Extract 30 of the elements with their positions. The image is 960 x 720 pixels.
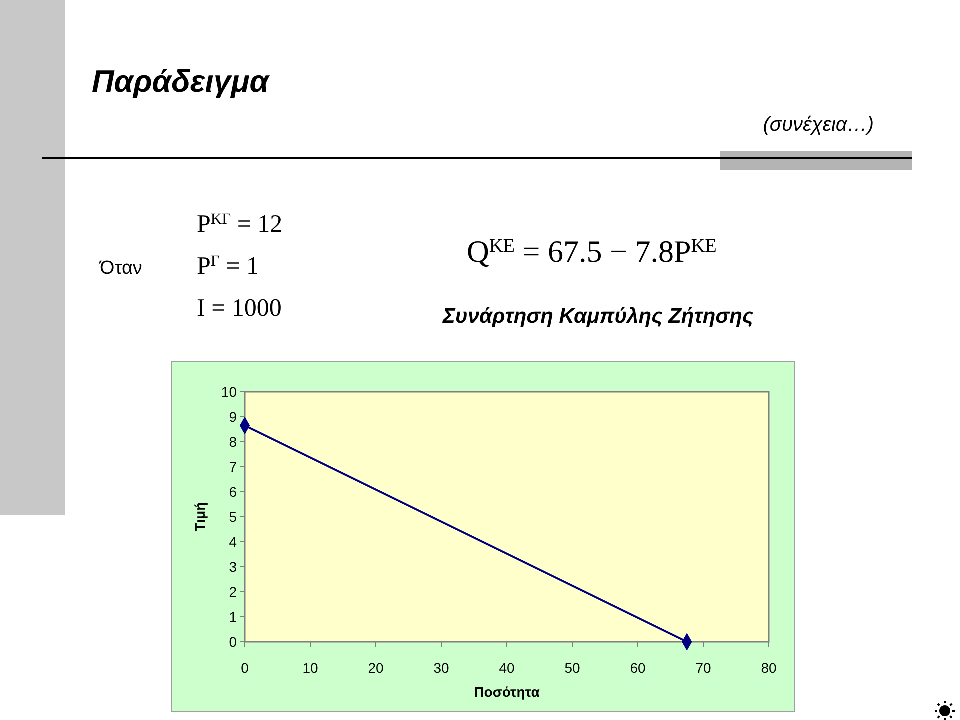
y-tick-label: 0 <box>229 634 238 650</box>
text: (συνέχεια…) <box>763 114 874 136</box>
text: P$^{ΚΓ}$ = 12 <box>197 210 283 238</box>
x-tick-label: 60 <box>630 660 646 676</box>
text: I = 1000 <box>197 295 282 322</box>
text: P$^{Γ}$ = 1 <box>197 252 259 280</box>
y-tick-label: 10 <box>221 384 238 400</box>
y-tick-label: 8 <box>229 434 238 450</box>
y-tick-label: 4 <box>229 534 238 550</box>
y-tick-label: 7 <box>229 458 238 475</box>
text: Q$^{ΚΕ}$ = 67.5 − 7.8P$^{ΚΕ}$ <box>467 234 717 269</box>
y-tick-label: 3 <box>229 558 238 575</box>
y-tick-label: 6 <box>229 484 238 500</box>
x-tick-label: 80 <box>761 660 777 676</box>
y-tick-label: 1 <box>229 608 238 625</box>
y-tick-label: 5 <box>229 508 238 525</box>
x-tick-label: 40 <box>499 660 515 676</box>
x-tick-label: 10 <box>302 660 318 676</box>
y-axis-title: Τιμή <box>192 502 208 532</box>
y-tick-label: 9 <box>229 408 238 425</box>
text: Συνάρτηση Καμπύλης Ζήτησης <box>442 305 754 328</box>
x-tick-label: 20 <box>368 660 384 676</box>
text: Όταν <box>99 258 142 279</box>
y-tick-label: 2 <box>229 584 238 600</box>
x-tick-label: 0 <box>241 660 250 676</box>
x-tick-label: 50 <box>564 660 580 676</box>
x-tick-label: 30 <box>434 660 450 676</box>
x-tick-label: 70 <box>696 660 712 676</box>
chart-title: Παράδειγμα <box>92 64 271 99</box>
x-axis-title: Ποσότητα <box>474 684 540 700</box>
